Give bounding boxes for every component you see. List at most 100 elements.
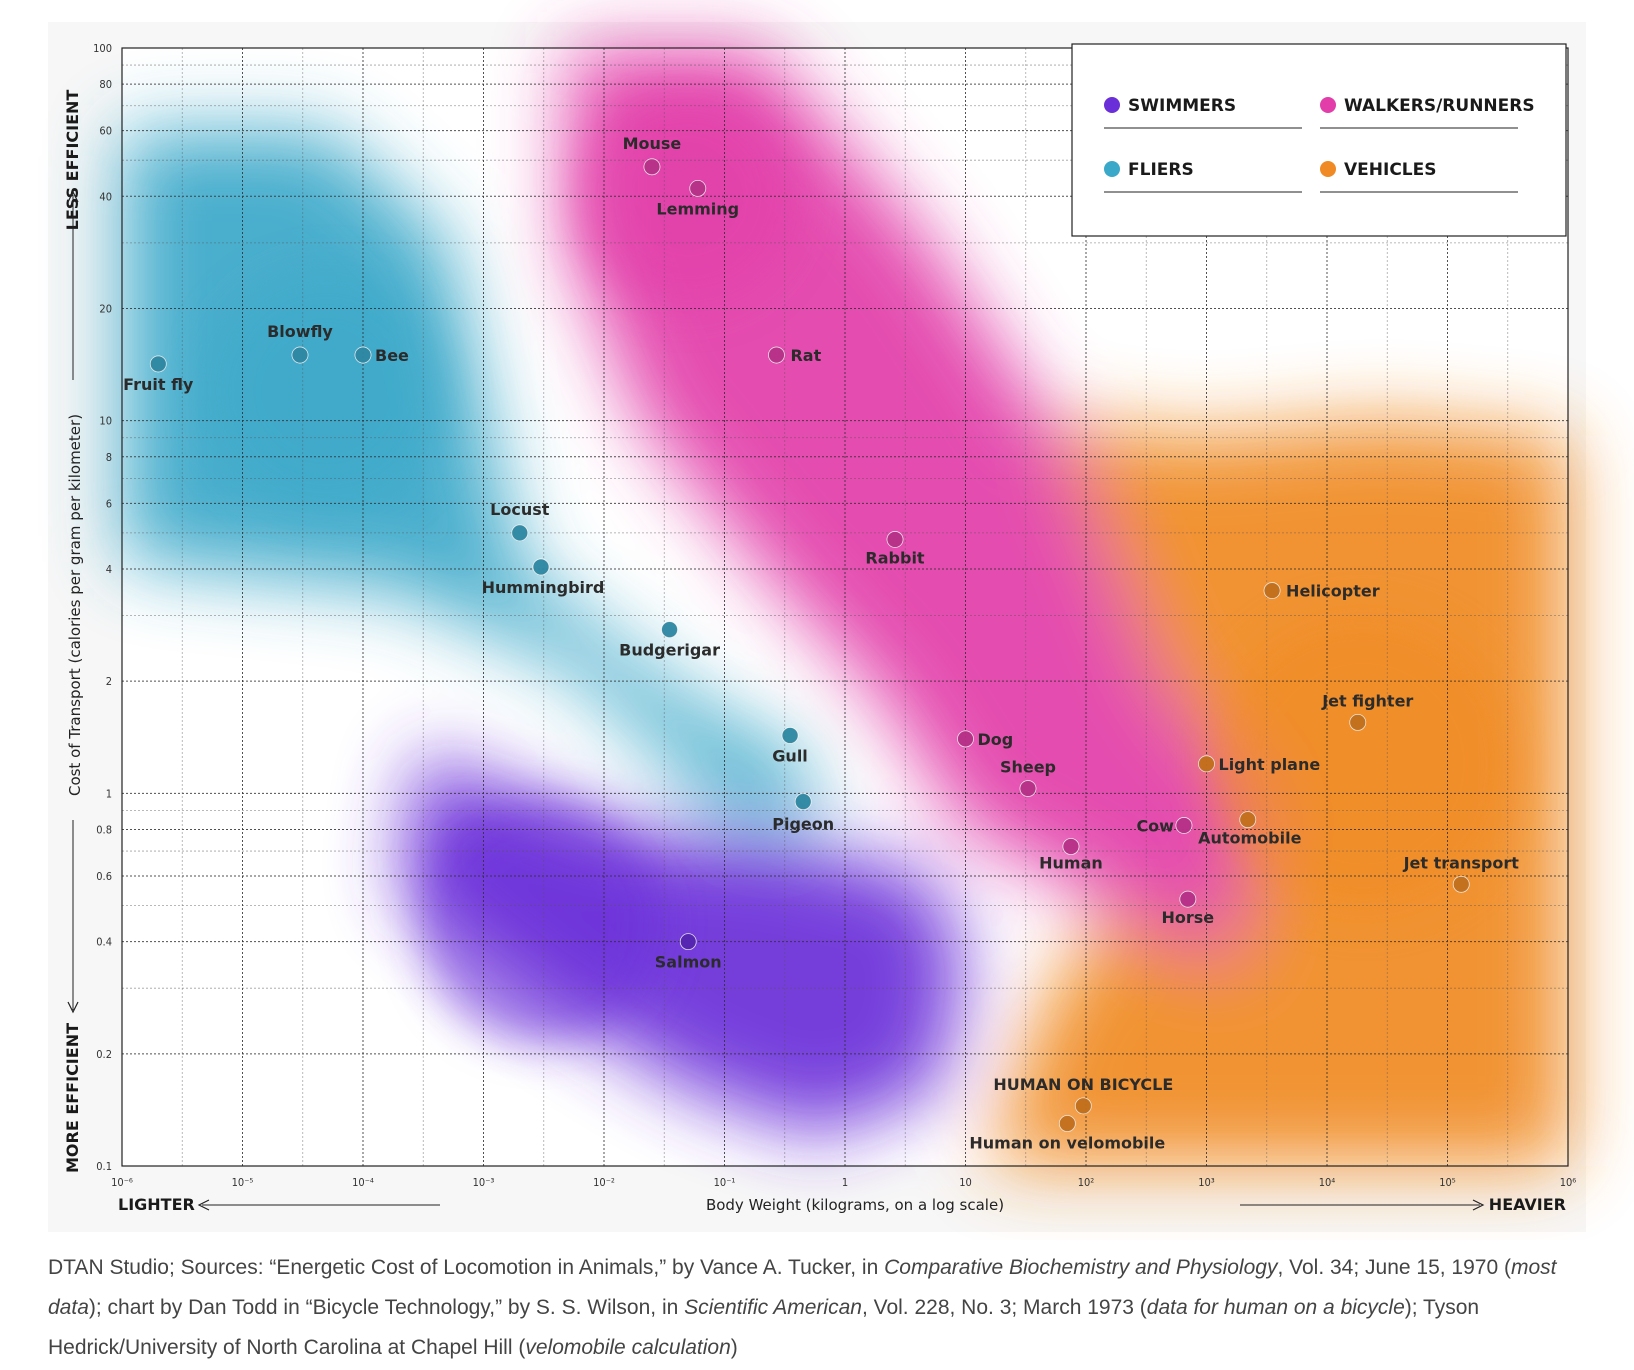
- y-tick-label: 40: [99, 190, 112, 203]
- caption-text-2: , Vol. 34; June 15, 1970 (: [1277, 1256, 1511, 1279]
- caption-text-6: ): [730, 1336, 738, 1359]
- point-shade-fruit-fly: [150, 355, 167, 372]
- legend-marker-walkers-runners: [1320, 97, 1336, 113]
- color-wash-accent: [206, 86, 1514, 1043]
- point-shade-human-on-velomobile: [1059, 1115, 1076, 1132]
- y-tick-label: 60: [99, 125, 112, 138]
- point-helicopter: [1263, 582, 1281, 599]
- point-shade-horse: [1179, 891, 1196, 908]
- point-shade-locust: [511, 524, 528, 541]
- point-shade-bee: [355, 347, 371, 364]
- cost-of-transport-chart: 0.1 0.2 0.4 0.6 0.8 1 2 4 6 8 10 20 40 60 80 100 10⁻⁶ 10⁻…: [63, 42, 1577, 1214]
- legend-label-fliers: FLIERS: [1128, 160, 1194, 180]
- label-bee: Bee: [375, 346, 409, 365]
- legend-label-swimmers: SWIMMERS: [1128, 96, 1236, 116]
- y-tick-label: 20: [99, 302, 112, 315]
- legend-label-vehicles: VEHICLES: [1344, 160, 1437, 180]
- point-shade-light-plane: [1198, 755, 1215, 772]
- x-tick-label: 1: [842, 1176, 848, 1189]
- label-automobile: Automobile: [1198, 829, 1302, 848]
- point-shade-gull: [782, 727, 799, 744]
- data-points: Salmon Mouse Lemming Rat Rabbit Dog Sheep Human…: [123, 134, 1519, 1153]
- point-jet-fighter: [1349, 714, 1367, 731]
- x-tick-label: 10⁴: [1319, 1176, 1336, 1189]
- label-dog: Dog: [978, 730, 1014, 749]
- y-tick-label: 0.1: [96, 1160, 112, 1173]
- caption-italic-2: most data: [48, 1256, 1557, 1319]
- point-pigeon: [794, 793, 812, 811]
- y-tick-label: 0.4: [96, 936, 112, 949]
- label-budgerigar: Budgerigar: [619, 641, 720, 660]
- point-shade-budgerigar: [661, 621, 678, 638]
- chart-area: 0.1 0.2 0.4 0.6 0.8 1 2 4 6 8 10 20 40 60 80 100 10⁻⁶ 10⁻…: [63, 42, 1577, 1214]
- caption-text-3: ); chart by Dan Todd in “Bicycle Technol…: [88, 1296, 685, 1319]
- point-rabbit: [886, 531, 904, 548]
- caption-italic-3: Scientific American: [684, 1296, 862, 1319]
- point-human-on-bicycle: [1074, 1097, 1092, 1115]
- vehicles-core: [1213, 613, 1514, 914]
- label-human: Human: [1039, 854, 1103, 873]
- legend-marker-vehicles: [1320, 161, 1336, 177]
- x-axis-title: Body Weight (kilograms, on a log scale): [706, 1196, 1004, 1214]
- swimmers-core: [420, 802, 661, 1043]
- label-hummingbird: Hummingbird: [482, 578, 605, 597]
- x-tick-label: 10⁻⁴: [352, 1176, 374, 1189]
- point-sheep: [1019, 780, 1037, 797]
- point-lemming: [689, 180, 707, 197]
- y-tick-label: 0.6: [96, 870, 112, 883]
- label-lemming: Lemming: [656, 199, 739, 218]
- x-tick-label: 10³: [1198, 1176, 1215, 1189]
- point-shade-rat: [768, 347, 785, 364]
- caption-text-4: , Vol. 228, No. 3; March 1973 (: [861, 1296, 1147, 1319]
- y-tick-label: 0.8: [96, 823, 112, 836]
- caption-italic-5: velomobile calculation: [525, 1336, 731, 1359]
- label-rat: Rat: [790, 346, 821, 365]
- legend-box: [1071, 43, 1567, 237]
- caption-italic-4: data for human on a bicycle: [1146, 1296, 1405, 1319]
- point-cow: [1175, 817, 1193, 834]
- point-shade-jet-fighter: [1349, 714, 1366, 731]
- point-shade-cow: [1175, 817, 1192, 834]
- label-helicopter: Helicopter: [1286, 582, 1380, 601]
- label-mouse: Mouse: [623, 134, 682, 153]
- point-shade-dog: [957, 730, 974, 747]
- plot-frame: [121, 47, 1569, 1167]
- x-tick-label: 10⁶: [1560, 1176, 1577, 1189]
- point-horse: [1179, 890, 1197, 908]
- point-gull: [781, 727, 799, 744]
- y-tick-label: 8: [106, 451, 112, 464]
- legend-marker-swimmers: [1104, 97, 1120, 113]
- point-shade-mouse: [643, 158, 660, 175]
- label-fruit-fly: Fruit fly: [123, 375, 194, 394]
- up-arrow-head: [67, 190, 79, 203]
- x-tick-label: 10: [959, 1176, 972, 1189]
- point-blowfly: [291, 346, 309, 364]
- heavier-label: HEAVIER: [1489, 1195, 1566, 1214]
- point-shade-rabbit: [887, 531, 904, 548]
- x-tick-label: 10⁻²: [593, 1176, 615, 1189]
- point-human: [1062, 838, 1080, 855]
- point-locust: [511, 524, 529, 542]
- y-tick-label: 0.2: [96, 1048, 112, 1061]
- source-caption: DTAN Studio; Sources: “Energetic Cost of…: [48, 1248, 1588, 1368]
- point-automobile: [1239, 811, 1257, 829]
- y-tick-label: 80: [99, 78, 112, 91]
- y-tick-label: 100: [93, 42, 112, 55]
- point-rat: [768, 346, 785, 364]
- point-shade-automobile: [1239, 811, 1256, 828]
- point-shade-sheep: [1019, 780, 1036, 797]
- y-axis-title: Cost of Transport (calories per gram per…: [66, 414, 84, 796]
- point-fruit-fly: [149, 355, 167, 373]
- point-shade-blowfly: [291, 347, 308, 364]
- label-blowfly: Blowfly: [267, 322, 333, 341]
- label-horse: Horse: [1162, 908, 1215, 927]
- label-locust: Locust: [490, 500, 550, 519]
- point-shade-lemming: [689, 180, 706, 197]
- walkers-core: [578, 86, 799, 307]
- legend-label-walkers-runners: WALKERS/RUNNERS: [1344, 96, 1535, 116]
- lighter-label: LIGHTER: [118, 1195, 195, 1214]
- point-shade-helicopter: [1264, 582, 1281, 599]
- point-shade-pigeon: [795, 793, 812, 810]
- point-light-plane: [1198, 755, 1215, 773]
- point-mouse: [643, 158, 661, 176]
